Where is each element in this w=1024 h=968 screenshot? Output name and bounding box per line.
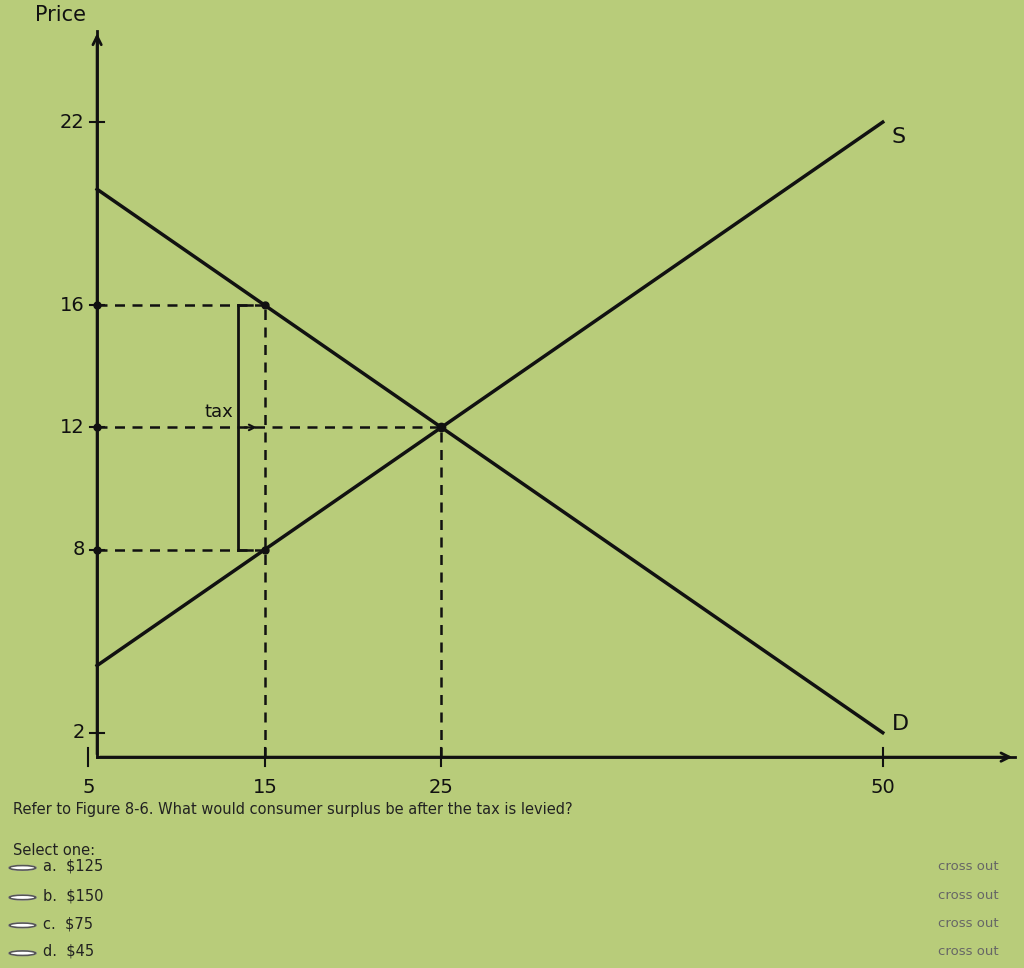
Text: 50: 50 bbox=[870, 778, 895, 798]
Text: 15: 15 bbox=[252, 778, 278, 798]
Text: c.  $75: c. $75 bbox=[43, 916, 93, 931]
Circle shape bbox=[9, 951, 36, 955]
Text: 5: 5 bbox=[82, 778, 94, 798]
Text: 22: 22 bbox=[60, 112, 85, 132]
Text: Select one:: Select one: bbox=[13, 842, 95, 858]
Text: 12: 12 bbox=[60, 418, 85, 437]
Text: 25: 25 bbox=[429, 778, 454, 798]
Text: Price: Price bbox=[35, 5, 86, 25]
Text: tax: tax bbox=[205, 403, 233, 421]
Text: cross out: cross out bbox=[938, 890, 998, 902]
Circle shape bbox=[9, 895, 36, 899]
Text: S: S bbox=[892, 128, 905, 147]
Text: 8: 8 bbox=[73, 540, 85, 560]
Text: d.  $45: d. $45 bbox=[43, 944, 94, 959]
Text: a.  $125: a. $125 bbox=[43, 859, 103, 873]
Text: cross out: cross out bbox=[938, 945, 998, 958]
Circle shape bbox=[9, 923, 36, 927]
Text: 16: 16 bbox=[60, 296, 85, 315]
Text: D: D bbox=[892, 713, 908, 734]
Circle shape bbox=[9, 865, 36, 870]
Text: Refer to Figure 8-6. What would consumer surplus be after the tax is levied?: Refer to Figure 8-6. What would consumer… bbox=[13, 802, 573, 817]
Text: cross out: cross out bbox=[938, 860, 998, 872]
Text: b.  $150: b. $150 bbox=[43, 889, 103, 903]
Text: cross out: cross out bbox=[938, 917, 998, 930]
Text: 2: 2 bbox=[73, 723, 85, 742]
